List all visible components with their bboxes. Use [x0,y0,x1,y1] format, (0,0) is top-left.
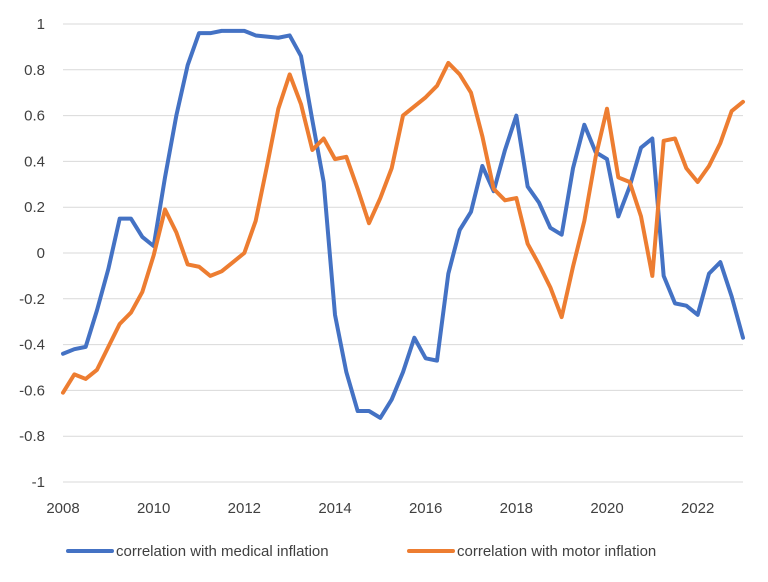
x-tick-label: 2020 [590,500,623,517]
legend-label-medical: correlation with medical inflation [116,543,329,560]
y-tick-label: 0 [37,245,45,262]
y-tick-label: -0.2 [19,291,45,308]
x-tick-label: 2012 [228,500,261,517]
x-tick-label: 2018 [500,500,533,517]
gridlines [63,23,743,483]
x-tick-label: 2010 [137,500,170,517]
legend-label-motor: correlation with motor inflation [457,543,656,560]
y-tick-label: 0.6 [24,108,45,125]
y-tick-label: 1 [37,16,45,33]
x-tick-label: 2014 [318,500,351,517]
y-tick-label: 0.4 [24,153,45,170]
y-axis-tick-labels: 1 0.8 0.6 0.4 0.2 0 -0.2 -0.4 -0.6 -0.8 -1 [19,16,45,491]
y-tick-label: -1 [32,474,45,491]
y-tick-label: -0.8 [19,428,45,445]
x-axis-tick-labels: 2008 2010 2012 2014 2016 2018 2020 2022 [46,500,714,517]
y-tick-label: -0.6 [19,382,45,399]
legend: correlation with medical inflation corre… [66,543,656,560]
series-line-motor [61,60,745,395]
y-tick-label: 0.8 [24,62,45,79]
series-lines [61,28,745,420]
x-tick-label: 2016 [409,500,442,517]
y-tick-label: 0.2 [24,199,45,216]
x-tick-label: 2022 [681,500,714,517]
y-tick-label: -0.4 [19,337,45,354]
x-tick-label: 2008 [46,500,79,517]
